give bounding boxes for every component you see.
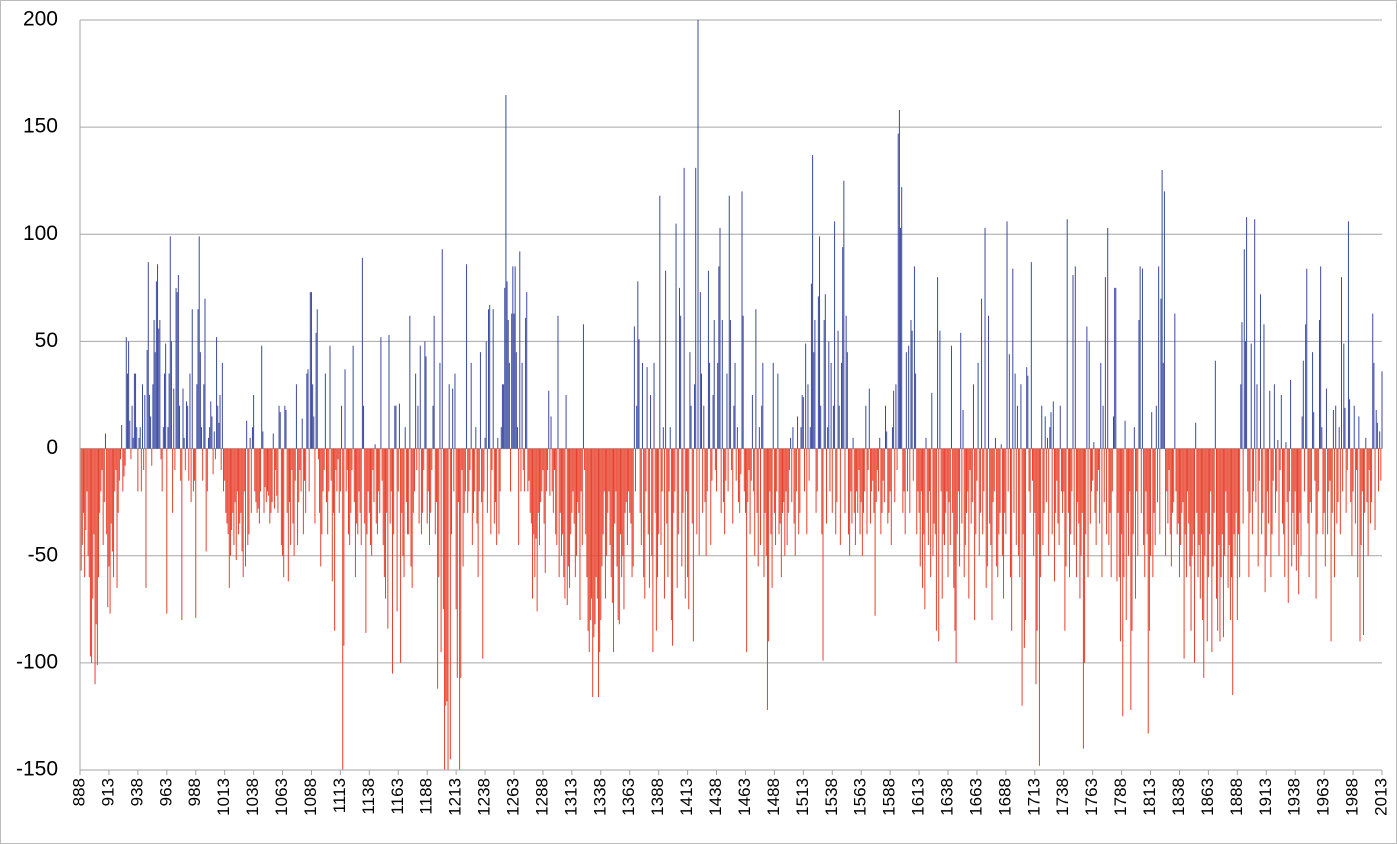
x-tick-label: 1538 bbox=[822, 778, 841, 816]
x-tick-label: 1513 bbox=[793, 778, 812, 816]
x-tick-label: 1288 bbox=[532, 778, 551, 816]
x-tick-label: 1313 bbox=[561, 778, 580, 816]
x-tick-label: 938 bbox=[127, 778, 146, 806]
x-tick-label: 1338 bbox=[590, 778, 609, 816]
x-tick-label: 1163 bbox=[388, 778, 407, 815]
x-tick-label: 1088 bbox=[301, 778, 320, 816]
x-tick-label: 1713 bbox=[1024, 778, 1043, 816]
y-tick-label: 100 bbox=[23, 222, 58, 245]
x-tick-label: 1688 bbox=[995, 778, 1014, 816]
x-tick-label: 1438 bbox=[706, 778, 725, 816]
x-tick-label: 1138 bbox=[359, 778, 378, 815]
y-tick-label: 200 bbox=[23, 8, 58, 31]
x-tick-label: 1838 bbox=[1169, 778, 1188, 816]
x-tick-label: 2013 bbox=[1371, 778, 1390, 816]
x-tick-label: 1388 bbox=[648, 778, 667, 816]
y-tick-label: -50 bbox=[28, 543, 58, 566]
x-tick-label: 1738 bbox=[1053, 778, 1072, 816]
y-tick-label: -100 bbox=[16, 650, 58, 673]
x-tick-label: 1238 bbox=[475, 778, 494, 816]
x-tick-label: 1413 bbox=[677, 778, 696, 816]
x-tick-label: 1663 bbox=[966, 778, 985, 816]
x-tick-label: 1263 bbox=[503, 778, 522, 816]
x-tick-label: 1013 bbox=[214, 778, 233, 816]
x-tick-label: 1913 bbox=[1256, 778, 1275, 816]
x-tick-label: 888 bbox=[69, 778, 88, 806]
axes: -150 -100 -50 0 50 100 150 200 888 913 938 963 988 10… bbox=[16, 8, 1391, 816]
y-tick-label: 50 bbox=[35, 329, 58, 352]
x-tick-label: 1063 bbox=[272, 778, 291, 816]
x-tick-label: 1113 bbox=[330, 778, 349, 813]
x-tick-label: 1613 bbox=[909, 778, 928, 816]
x-tick-label: 1188 bbox=[417, 778, 436, 815]
x-tick-label: 1463 bbox=[735, 778, 754, 816]
y-tick-label: -150 bbox=[16, 758, 58, 781]
x-tick-label: 988 bbox=[185, 778, 204, 806]
x-tick-label: 1488 bbox=[764, 778, 783, 816]
x-tick-label: 913 bbox=[98, 778, 117, 806]
x-tick-label: 1888 bbox=[1227, 778, 1246, 816]
x-tick-label: 1863 bbox=[1198, 778, 1217, 816]
y-tick-label: 0 bbox=[46, 436, 58, 459]
x-tick-label: 1213 bbox=[446, 778, 465, 816]
x-tick-label: 1038 bbox=[243, 778, 262, 816]
x-tick-label: 1788 bbox=[1111, 778, 1130, 816]
bars bbox=[79, 20, 1383, 770]
y-tick-label: 150 bbox=[23, 115, 58, 138]
x-tick-label: 1588 bbox=[880, 778, 899, 816]
x-tick-label: 1563 bbox=[851, 778, 870, 816]
x-tick-label: 1988 bbox=[1343, 778, 1362, 816]
x-tick-label: 1963 bbox=[1314, 778, 1333, 816]
x-tick-label: 1763 bbox=[1082, 778, 1101, 816]
x-tick-label: 1638 bbox=[937, 778, 956, 816]
x-tick-label: 1938 bbox=[1285, 778, 1304, 816]
x-tick-label: 1813 bbox=[1140, 778, 1159, 816]
x-tick-label: 1363 bbox=[619, 778, 638, 816]
x-tick-label: 963 bbox=[156, 778, 175, 806]
